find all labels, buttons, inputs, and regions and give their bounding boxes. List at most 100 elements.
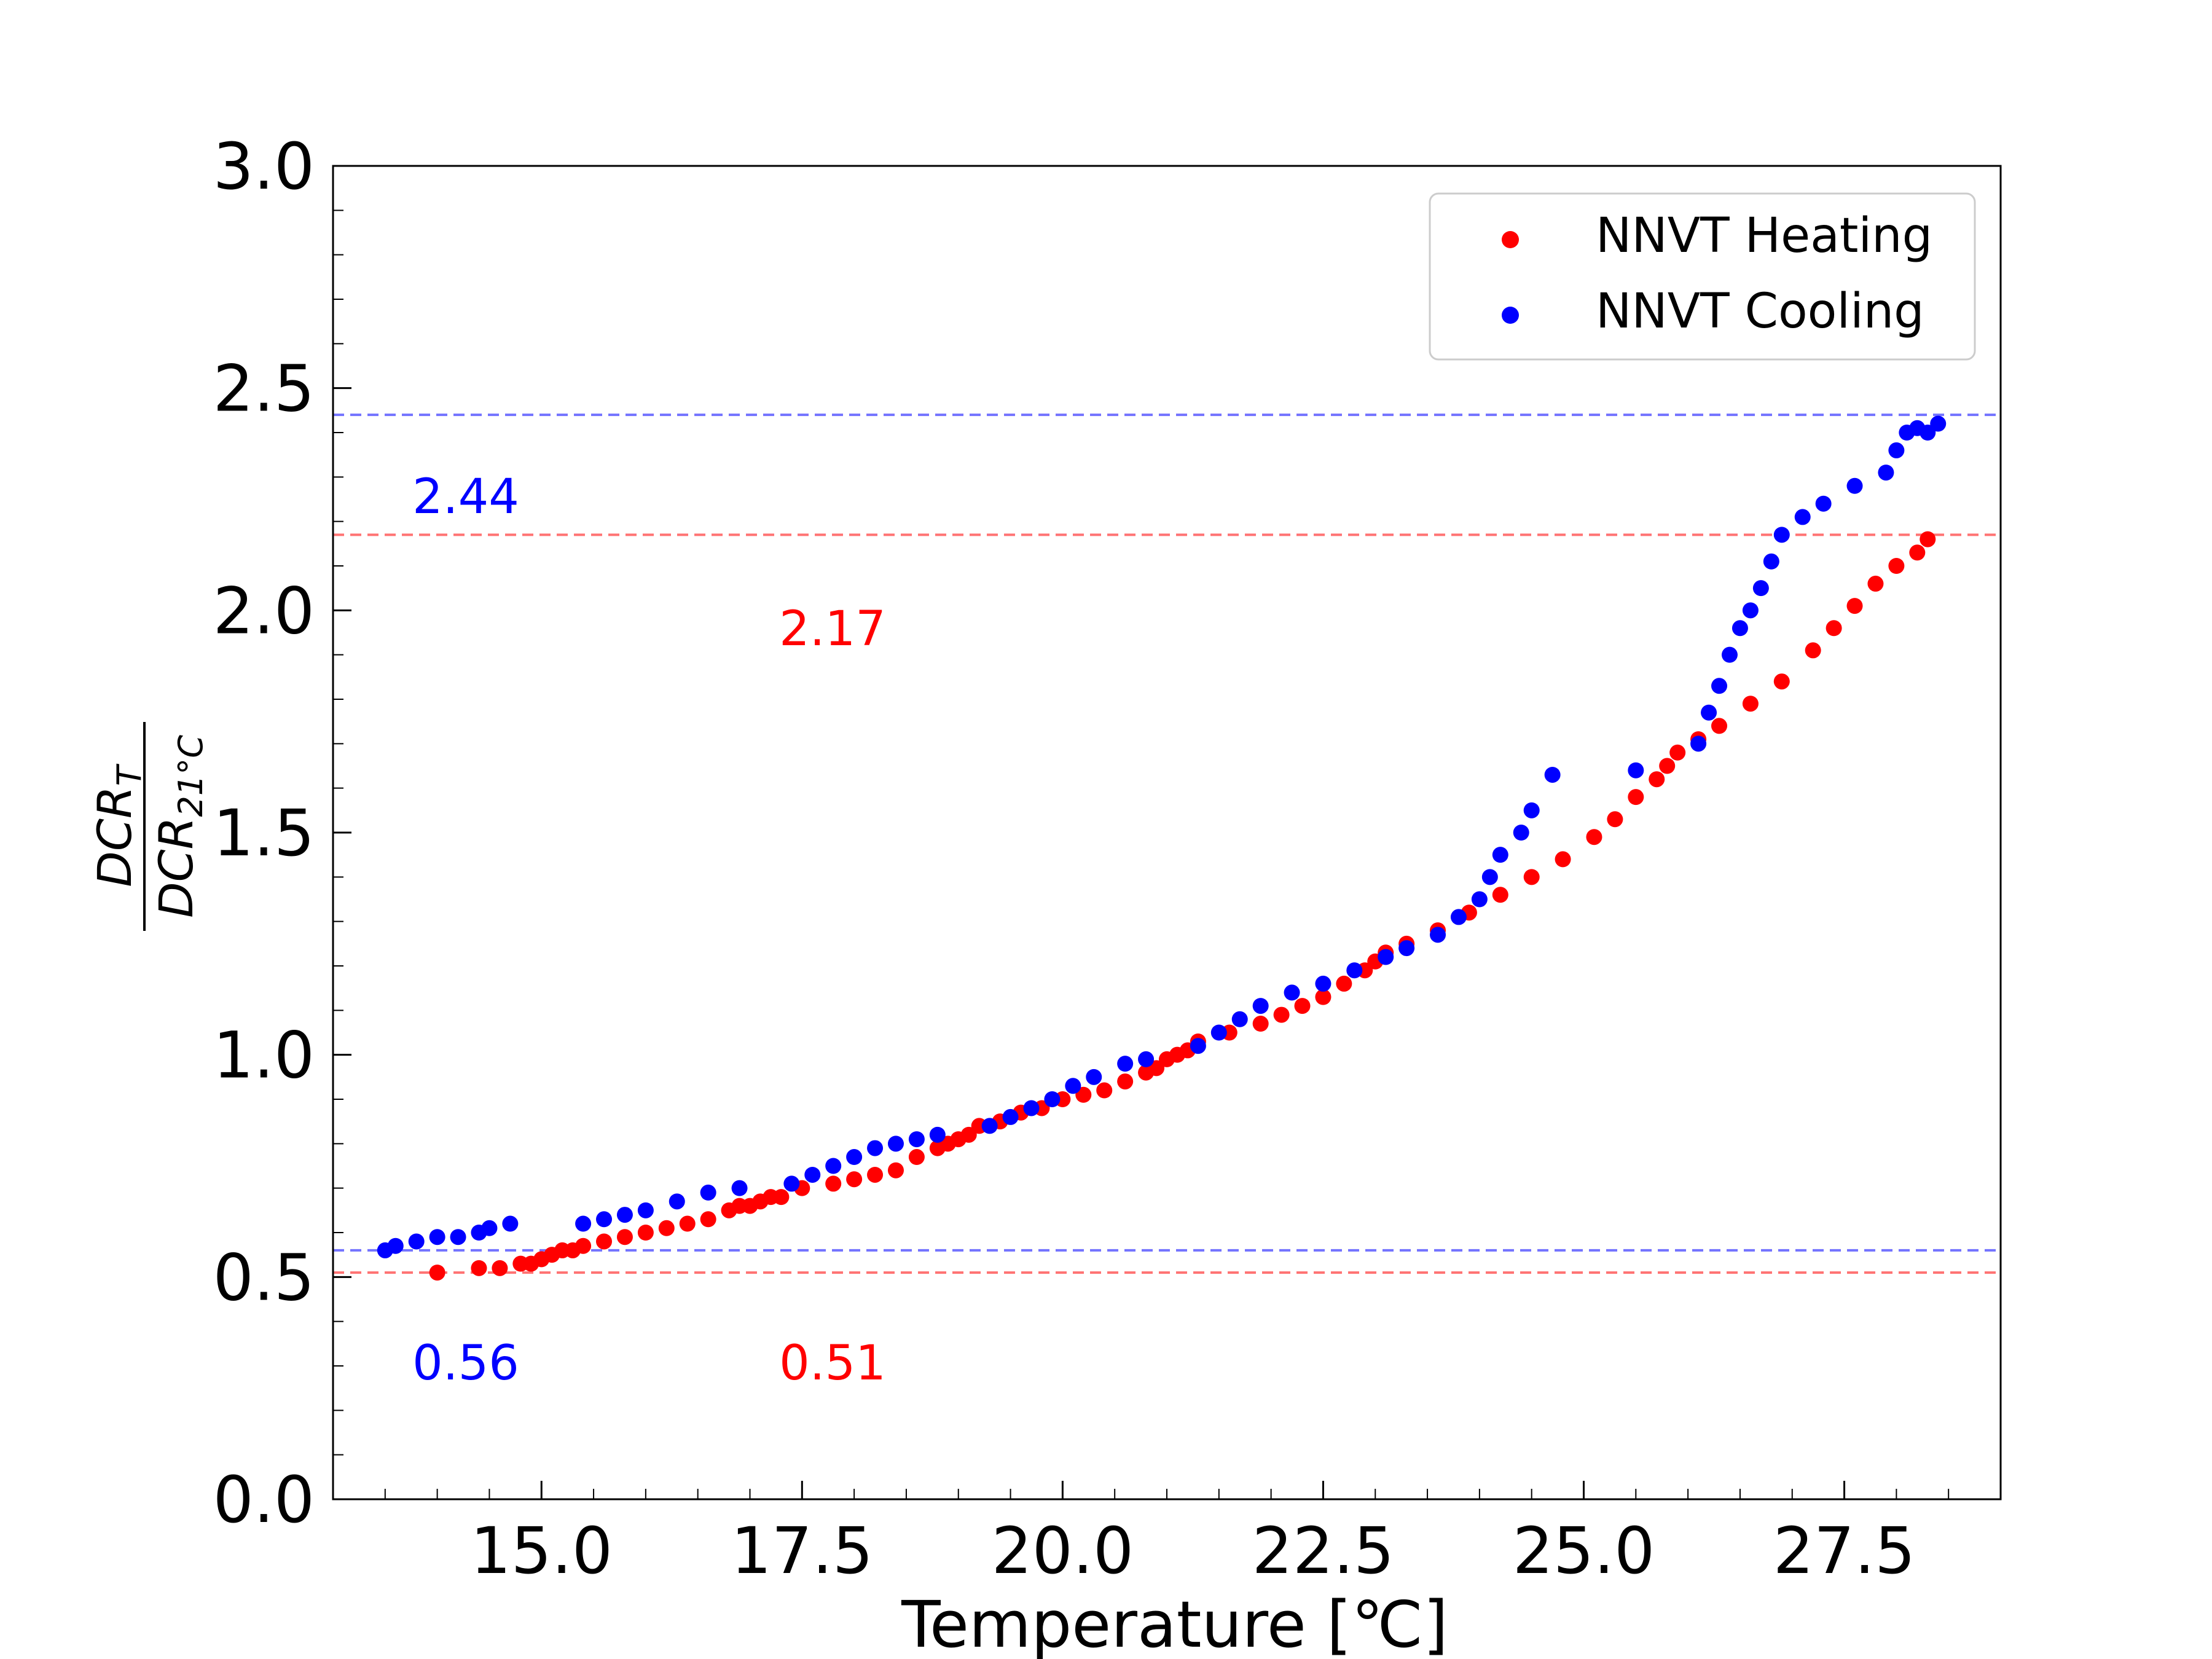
- data-point: [1628, 789, 1644, 806]
- legend-box: [1429, 192, 1976, 361]
- data-point: [1773, 527, 1790, 543]
- data-point: [429, 1265, 445, 1281]
- legend: NNVT Heating NNVT Cooling: [1429, 192, 1976, 361]
- data-point: [929, 1126, 946, 1143]
- data-point: [637, 1202, 654, 1218]
- data-point: [1711, 678, 1728, 694]
- data-point: [1231, 1011, 1248, 1027]
- data-point: [481, 1220, 498, 1236]
- data-point: [731, 1180, 748, 1196]
- y-axis-label-denominator: DCR21°C: [149, 735, 210, 918]
- data-point: [471, 1260, 487, 1276]
- data-point: [1492, 887, 1508, 903]
- reference-labels: 2.44 2.17 0.56 0.51: [412, 469, 886, 1391]
- data-point: [1138, 1051, 1155, 1067]
- data-point: [1888, 442, 1905, 458]
- data-point: [773, 1189, 790, 1206]
- data-point: [846, 1149, 863, 1166]
- data-point: [1607, 811, 1623, 828]
- data-point: [1294, 998, 1311, 1014]
- data-point: [825, 1158, 842, 1174]
- data-point: [1117, 1073, 1134, 1090]
- reference-label-2-17: 2.17: [779, 602, 886, 657]
- data-point: [1336, 975, 1352, 992]
- data-point: [908, 1131, 925, 1148]
- data-point: [1826, 620, 1842, 637]
- data-point: [1773, 673, 1790, 690]
- data-point: [887, 1162, 904, 1179]
- data-point: [1701, 704, 1717, 721]
- y-tick-label: 0.5: [213, 1240, 315, 1315]
- data-point: [596, 1233, 613, 1250]
- data-point: [981, 1118, 998, 1134]
- data-point: [804, 1166, 821, 1183]
- data-point: [887, 1135, 904, 1152]
- data-point: [1794, 509, 1811, 525]
- data-point: [1065, 1078, 1081, 1094]
- data-point: [1711, 718, 1728, 734]
- data-point: [1096, 1082, 1113, 1099]
- series-cooling: [377, 415, 1947, 1258]
- data-point: [1023, 1100, 1040, 1116]
- data-point: [1628, 762, 1644, 779]
- x-tick-label: 20.0: [992, 1513, 1134, 1588]
- data-point: [1190, 1038, 1206, 1054]
- x-axis-label: Temperature [℃]: [901, 1587, 1448, 1659]
- data-point: [1398, 940, 1415, 957]
- data-point: [1888, 558, 1905, 574]
- data-point: [596, 1211, 613, 1228]
- x-tick-label: 22.5: [1252, 1513, 1395, 1588]
- data-point: [1315, 989, 1332, 1005]
- y-tick-label: 2.0: [213, 573, 315, 648]
- data-point: [867, 1166, 884, 1183]
- plot-frame: [332, 165, 2002, 1500]
- data-point: [1002, 1108, 1019, 1125]
- data-point: [1846, 598, 1863, 614]
- data-point: [1273, 1006, 1290, 1023]
- data-point: [1649, 771, 1665, 788]
- data-point: [450, 1229, 466, 1245]
- y-axis-label: DCRT DCR21°C: [87, 722, 210, 931]
- data-point: [575, 1237, 592, 1254]
- data-point: [1930, 415, 1947, 432]
- y-axis-label-numerator: DCRT: [87, 763, 149, 887]
- data-point: [1920, 425, 1936, 441]
- legend-marker-heating: [1502, 231, 1519, 248]
- data-point: [1492, 847, 1508, 863]
- tick-labels: 0.0 0.5 1.0 1.5 2.0 2.5 3.0 15.0 17.5 20.0 22.5 25.…: [213, 129, 1916, 1588]
- legend-marker-cooling: [1502, 307, 1519, 324]
- data-point: [1044, 1091, 1061, 1107]
- data-point: [1732, 620, 1748, 637]
- y-tick-label: 2.5: [213, 351, 315, 426]
- data-point: [1742, 602, 1759, 619]
- data-point: [1659, 758, 1676, 774]
- data-point: [1481, 869, 1498, 885]
- y-tick-label: 1.0: [213, 1018, 315, 1093]
- data-point: [1690, 735, 1707, 752]
- data-point: [1909, 544, 1926, 561]
- data-point: [1669, 744, 1686, 761]
- data-point: [1721, 646, 1738, 663]
- data-point: [1555, 851, 1571, 868]
- data-point: [658, 1220, 675, 1236]
- data-point: [1210, 1024, 1227, 1041]
- data-point: [700, 1211, 716, 1228]
- reference-label-0-51: 0.51: [779, 1336, 886, 1391]
- data-point: [616, 1207, 633, 1223]
- data-point: [1148, 1060, 1165, 1077]
- data-point: [700, 1184, 716, 1201]
- x-tick-label: 25.0: [1513, 1513, 1655, 1588]
- y-tick-label: 1.5: [213, 796, 315, 871]
- data-point: [960, 1126, 977, 1143]
- data-point: [1523, 802, 1540, 818]
- data-point: [1346, 962, 1363, 979]
- data-point: [1920, 531, 1936, 547]
- data-point: [575, 1215, 592, 1232]
- reference-lines: [333, 414, 2001, 1274]
- data-point: [1846, 477, 1863, 494]
- data-point: [502, 1215, 519, 1232]
- data-point: [1284, 984, 1300, 1001]
- y-tick-label: 0.0: [213, 1462, 315, 1537]
- data-point: [1252, 998, 1269, 1014]
- data-point: [1523, 869, 1540, 885]
